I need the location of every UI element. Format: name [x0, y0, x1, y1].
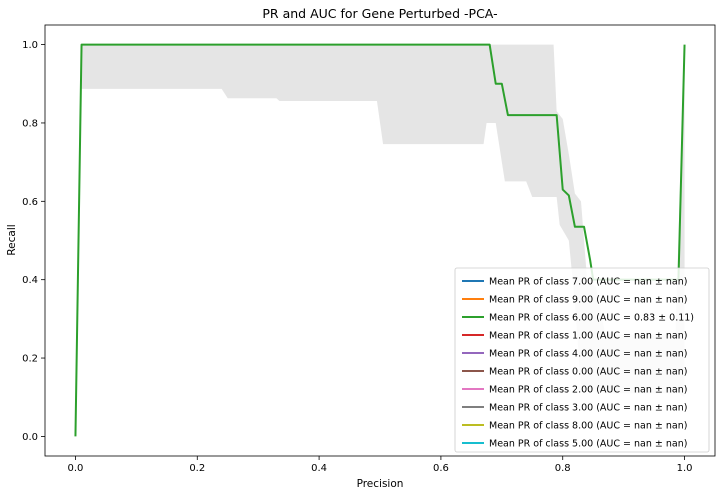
legend-label: Mean PR of class 0.00 (AUC = nan ± nan) — [489, 367, 687, 378]
x-tick-label: 0.6 — [433, 463, 449, 474]
confidence-band — [81, 44, 685, 398]
y-tick-label: 0.6 — [22, 197, 38, 208]
legend-label: Mean PR of class 2.00 (AUC = nan ± nan) — [489, 385, 687, 396]
axes-frame — [44, 24, 716, 457]
legend-label: Mean PR of class 6.00 (AUC = 0.83 ± 0.11… — [489, 313, 694, 324]
legend-label: Mean PR of class 5.00 (AUC = nan ± nan) — [489, 439, 687, 450]
y-tick-label: 0.0 — [22, 432, 38, 443]
legend-label: Mean PR of class 9.00 (AUC = nan ± nan) — [489, 295, 687, 306]
legend-label: Mean PR of class 3.00 (AUC = nan ± nan) — [489, 403, 687, 414]
x-axis: 0.0 0.2 0.4 0.6 0.8 1.0 — [68, 456, 693, 474]
y-tick-label: 0.8 — [22, 118, 38, 129]
y-tick-label: 0.4 — [22, 275, 38, 286]
legend-label: Mean PR of class 7.00 (AUC = nan ± nan) — [489, 277, 687, 288]
y-axis-label: Recall — [6, 224, 18, 255]
x-axis-label: Precision — [357, 478, 404, 490]
chart-title: PR and AUC for Gene Perturbed -PCA- — [262, 6, 497, 21]
legend-label: Mean PR of class 4.00 (AUC = nan ± nan) — [489, 349, 687, 360]
legend-box — [454, 267, 710, 453]
legend-label: Mean PR of class 8.00 (AUC = nan ± nan) — [489, 421, 687, 432]
x-tick-label: 0.4 — [311, 463, 327, 474]
x-tick-label: 0.2 — [189, 463, 205, 474]
legend-label: Mean PR of class 1.00 (AUC = nan ± nan) — [489, 331, 687, 342]
x-tick-label: 1.0 — [677, 463, 693, 474]
confidence-band-layer — [81, 44, 685, 398]
y-axis: 0.0 0.2 0.4 0.6 0.8 1.0 — [22, 40, 45, 443]
y-tick-label: 1.0 — [22, 40, 38, 51]
x-tick-label: 0.0 — [68, 463, 84, 474]
x-tick-label: 0.8 — [555, 463, 571, 474]
legend: Mean PR of class 7.00 (AUC = nan ± nan) M… — [454, 267, 710, 453]
y-tick-label: 0.2 — [22, 354, 38, 365]
